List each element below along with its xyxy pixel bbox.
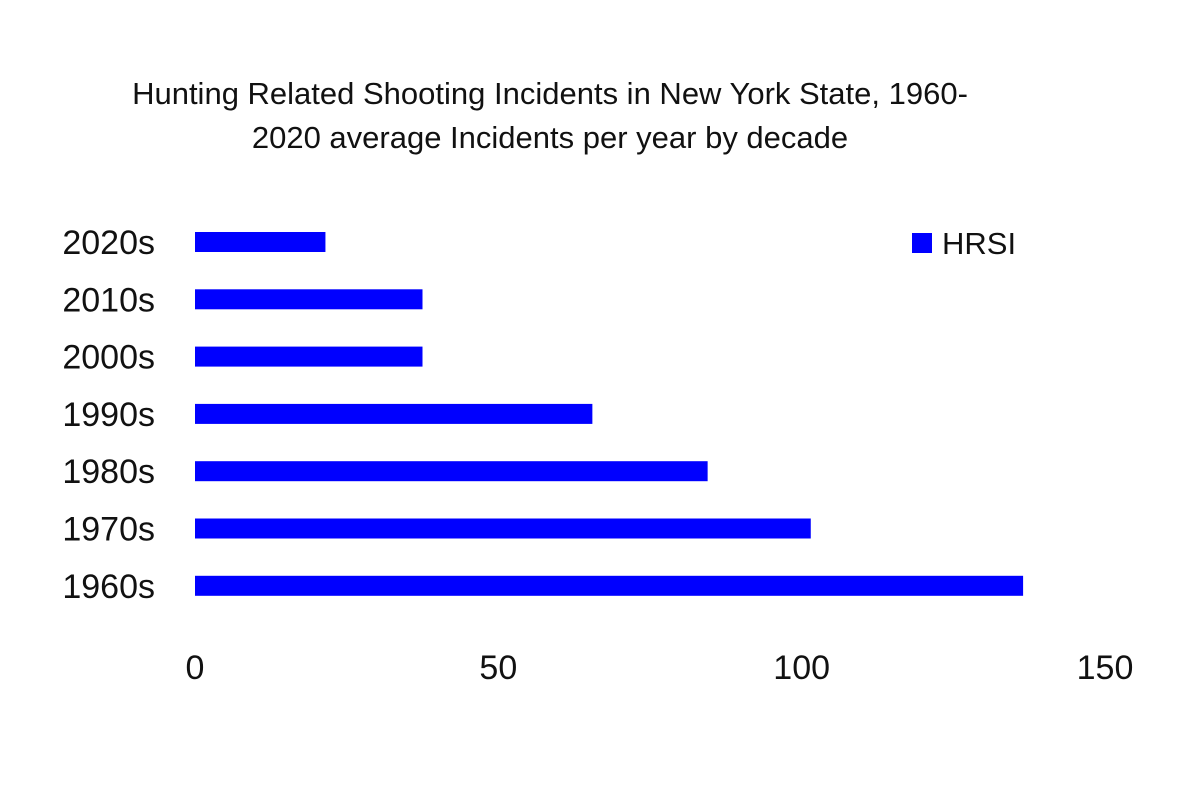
category-axis-labels: 2020s 2010s 2000s 1990s 1980s 1970s 1960s	[62, 224, 155, 606]
legend: HRSI	[912, 226, 1016, 261]
category-label-2020s: 2020s	[62, 224, 155, 262]
legend-swatch	[912, 233, 932, 253]
bar-2020s	[195, 232, 326, 252]
category-label-1960s: 1960s	[62, 568, 155, 606]
bar-2010s	[195, 289, 423, 310]
bar-2000s	[195, 346, 423, 367]
chart-title: Hunting Related Shooting Incidents in Ne…	[0, 72, 1100, 160]
bar-1980s	[195, 461, 708, 482]
x-tick-label-100: 100	[773, 649, 830, 687]
x-axis-tick-labels: 0 50 100 150	[186, 649, 1134, 687]
bar-1960s	[195, 575, 1024, 596]
category-label-1970s: 1970s	[62, 511, 155, 549]
chart-title-line-2: 2020 average Incidents per year by decad…	[251, 120, 849, 155]
category-label-1990s: 1990s	[62, 396, 155, 434]
bar-1970s	[195, 518, 811, 539]
category-label-2000s: 2000s	[62, 339, 155, 377]
x-tick-label-50: 50	[479, 649, 517, 687]
bar-1990s	[195, 403, 593, 424]
legend-label: HRSI	[942, 226, 1016, 261]
category-label-2010s: 2010s	[62, 281, 155, 319]
x-tick-label-150: 150	[1077, 649, 1134, 687]
bars-layer	[195, 232, 1024, 596]
category-label-1980s: 1980s	[62, 453, 155, 491]
x-tick-label-0: 0	[186, 649, 205, 687]
chart-title-line-1: Hunting Related Shooting Incidents in Ne…	[132, 76, 968, 111]
